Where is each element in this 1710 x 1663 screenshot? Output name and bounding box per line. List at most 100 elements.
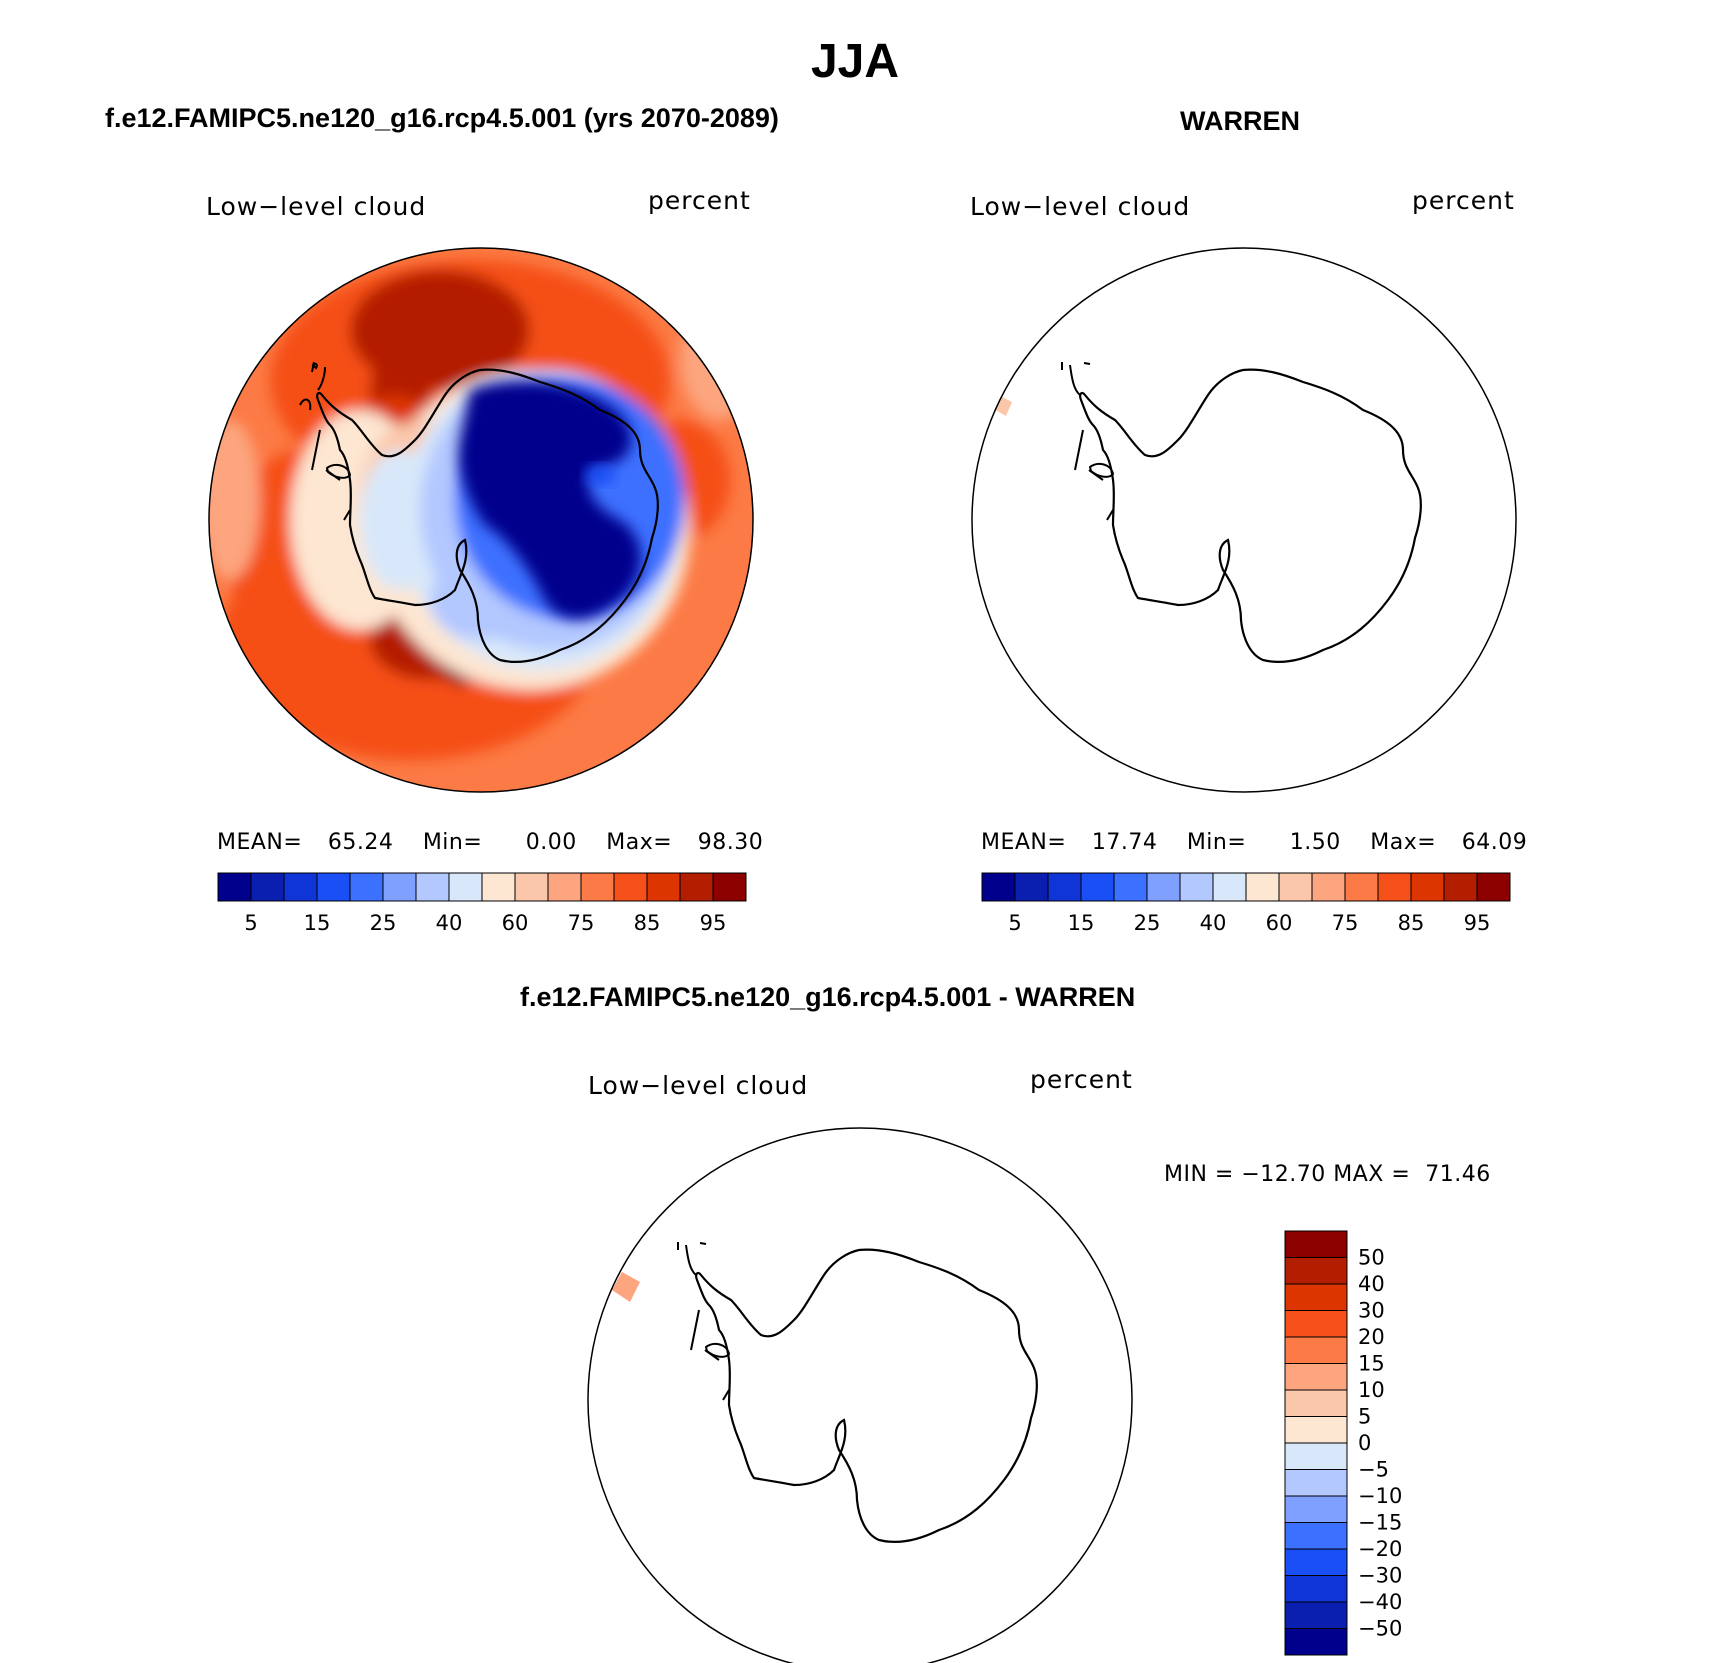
var-label-diff: Low−level cloud xyxy=(588,1071,809,1100)
colorbar-swatch xyxy=(415,872,450,902)
colorbar-swatch xyxy=(1284,1389,1348,1417)
colorbar-tick-label: 10 xyxy=(1358,1378,1385,1402)
data-patch-diff xyxy=(612,1272,640,1302)
colorbar-swatch xyxy=(646,872,681,902)
var-label-obs: Low−level cloud xyxy=(970,192,1191,221)
max-label: Max= xyxy=(606,830,673,855)
colorbar-swatch xyxy=(1284,1495,1348,1523)
panel-title-obs: WARREN xyxy=(1180,106,1300,136)
colorbar-swatch xyxy=(1443,872,1478,902)
colorbar-tick-label: 5 xyxy=(1008,911,1021,935)
colorbar-swatch xyxy=(1113,872,1148,902)
colorbar-swatch xyxy=(1284,1230,1348,1258)
colorbar-tick-label: 60 xyxy=(1266,911,1293,935)
colorbar-tick-label: −50 xyxy=(1358,1617,1402,1641)
colorbar-swatch xyxy=(316,872,351,902)
min-label: Min= xyxy=(422,830,483,855)
colorbar-swatch xyxy=(613,872,648,902)
colorbar-tick-label: 75 xyxy=(1332,911,1359,935)
colorbar-swatch xyxy=(382,872,417,902)
colorbar-tick-label: 40 xyxy=(436,911,463,935)
max-value: 98.30 xyxy=(697,830,764,855)
colorbar-tick-label: 85 xyxy=(1398,911,1425,935)
colorbar-tick-label: 15 xyxy=(1068,911,1095,935)
unit-label-obs: percent xyxy=(1412,186,1515,215)
colorbar-obs: 5 15 25 40 60 75 85 95 xyxy=(981,872,1511,935)
colorbar-swatch xyxy=(1047,872,1082,902)
colorbar-tick-label: −10 xyxy=(1358,1484,1402,1508)
stats-obs: MEAN= 17.74 Min= 1.50 Max= 64.09 xyxy=(981,830,1527,855)
colorbar-swatch xyxy=(1284,1416,1348,1444)
panel-title-diff: f.e12.FAMIPC5.ne120_g16.rcp4.5.001 - WAR… xyxy=(520,982,1136,1012)
colorbar-swatch xyxy=(1080,872,1115,902)
panel-title-model: f.e12.FAMIPC5.ne120_g16.rcp4.5.001 (yrs … xyxy=(105,103,779,133)
colorbar-swatch xyxy=(349,872,384,902)
colorbar-swatch xyxy=(1146,872,1181,902)
cloud-field-model xyxy=(209,248,753,792)
colorbar-tick-label: −30 xyxy=(1358,1564,1402,1588)
coastline-diff xyxy=(695,1248,1038,1544)
mean-value: 17.74 xyxy=(1091,830,1158,855)
colorbar-swatch xyxy=(1377,872,1412,902)
colorbar-swatch xyxy=(547,872,582,902)
colorbar-swatch xyxy=(1284,1601,1348,1629)
colorbar-swatch xyxy=(1284,1283,1348,1311)
coastline-obs xyxy=(1079,368,1422,664)
colorbar-tick-label: 5 xyxy=(1358,1405,1371,1429)
colorbar-tick-label: 20 xyxy=(1358,1325,1385,1349)
colorbar-tick-label: 95 xyxy=(700,911,727,935)
colorbar-tick-label: 25 xyxy=(1134,911,1161,935)
colorbar-swatch xyxy=(712,872,747,902)
main-title: JJA xyxy=(810,35,900,88)
colorbar-tick-label: 50 xyxy=(1358,1246,1385,1270)
colorbar-tick-label: 0 xyxy=(1358,1431,1371,1455)
min-value: 1.50 xyxy=(1289,830,1341,855)
colorbar-swatch xyxy=(580,872,615,902)
stats-model: MEAN= 65.24 Min= 0.00 Max= 98.30 xyxy=(217,830,763,855)
colorbar-tick-label: 40 xyxy=(1200,911,1227,935)
colorbar-swatch xyxy=(283,872,318,902)
colorbar-swatch xyxy=(1212,872,1247,902)
min-value: 0.00 xyxy=(525,830,577,855)
colorbar-swatch xyxy=(1344,872,1379,902)
colorbar-swatch xyxy=(1284,1442,1348,1470)
colorbar-swatch xyxy=(217,872,252,902)
colorbar-swatch xyxy=(1311,872,1346,902)
mean-value: 65.24 xyxy=(327,830,394,855)
colorbar-swatch xyxy=(1278,872,1313,902)
mean-label: MEAN= xyxy=(981,830,1067,855)
colorbar-swatch xyxy=(481,872,516,902)
unit-label-model: percent xyxy=(648,186,751,215)
colorbar-swatch xyxy=(1410,872,1445,902)
mean-label: MEAN= xyxy=(217,830,303,855)
colorbar-tick-label: 95 xyxy=(1464,911,1491,935)
colorbar-swatch xyxy=(981,872,1016,902)
colorbar-tick-label: 25 xyxy=(370,911,397,935)
colorbar-swatch xyxy=(1284,1310,1348,1338)
colorbar-swatch xyxy=(1284,1336,1348,1364)
max-label: Max= xyxy=(1370,830,1437,855)
colorbar-swatch xyxy=(1014,872,1049,902)
colorbar-tick-label: 40 xyxy=(1358,1272,1385,1296)
colorbar-swatch xyxy=(1245,872,1280,902)
unit-label-diff: percent xyxy=(1030,1065,1133,1094)
colorbar-tick-label: 85 xyxy=(634,911,661,935)
colorbar-swatch xyxy=(1284,1628,1348,1656)
colorbar-swatch xyxy=(1284,1522,1348,1550)
colorbar-tick-label: 15 xyxy=(304,911,331,935)
colorbar-swatch xyxy=(1284,1257,1348,1285)
colorbar-tick-label: −15 xyxy=(1358,1511,1402,1535)
var-label-model: Low−level cloud xyxy=(206,192,427,221)
colorbar-swatch xyxy=(1284,1575,1348,1603)
colorbar-swatch xyxy=(1284,1469,1348,1497)
colorbar-swatch xyxy=(1284,1548,1348,1576)
colorbar-swatch xyxy=(448,872,483,902)
colorbar-tick-label: −40 xyxy=(1358,1590,1402,1614)
colorbar-swatch xyxy=(1476,872,1511,902)
colorbar-tick-label: 75 xyxy=(568,911,595,935)
colorbar-tick-label: 30 xyxy=(1358,1299,1385,1323)
